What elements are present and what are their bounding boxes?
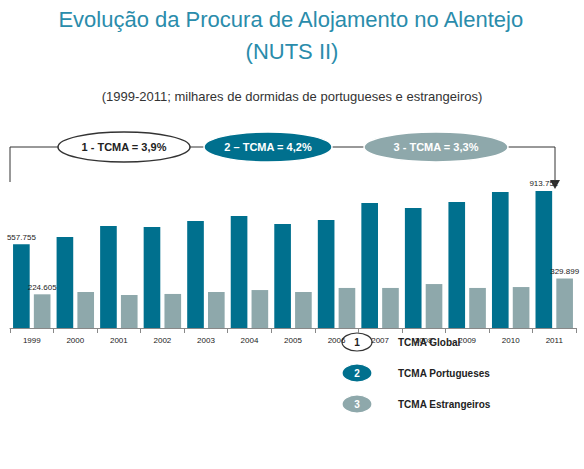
svg-text:TCMA Estrangeiros: TCMA Estrangeiros [398,399,491,410]
svg-text:2011: 2011 [546,336,564,345]
svg-text:2008: 2008 [415,336,433,345]
svg-text:2003: 2003 [197,336,215,345]
svg-text:TCMA Portugueses: TCMA Portugueses [398,368,490,379]
svg-text:3: 3 [354,399,360,410]
svg-text:2004: 2004 [241,336,259,345]
svg-text:(1999-2011; milhares de dormid: (1999-2011; milhares de dormidas de port… [102,89,483,104]
svg-text:2010: 2010 [502,336,520,345]
svg-text:1: 1 [354,337,360,348]
svg-text:2: 2 [354,368,360,379]
svg-text:329.899: 329.899 [550,267,579,276]
svg-text:2000: 2000 [66,336,84,345]
svg-text:2001: 2001 [110,336,128,345]
svg-text:2007: 2007 [371,336,389,345]
svg-text:2005: 2005 [284,336,302,345]
svg-text:1 - TCMA = 3,9%: 1 - TCMA = 3,9% [82,141,167,153]
svg-text:2006: 2006 [328,336,346,345]
svg-text:2002: 2002 [153,336,171,345]
svg-text:224.605: 224.605 [28,283,57,292]
svg-text:(NUTS II): (NUTS II) [246,39,339,64]
svg-text:3 - TCMA = 3,3%: 3 - TCMA = 3,3% [394,141,479,153]
svg-text:557.755: 557.755 [7,233,36,242]
svg-text:913.752: 913.752 [529,179,558,188]
svg-text:2009: 2009 [458,336,476,345]
svg-text:1999: 1999 [23,336,41,345]
svg-text:Evolução da Procura de Alojame: Evolução da Procura de Alojamento no Ale… [58,7,523,32]
svg-text:TCMA Global: TCMA Global [398,337,461,348]
svg-text:2 – TCMA = 4,2%: 2 – TCMA = 4,2% [224,141,312,153]
